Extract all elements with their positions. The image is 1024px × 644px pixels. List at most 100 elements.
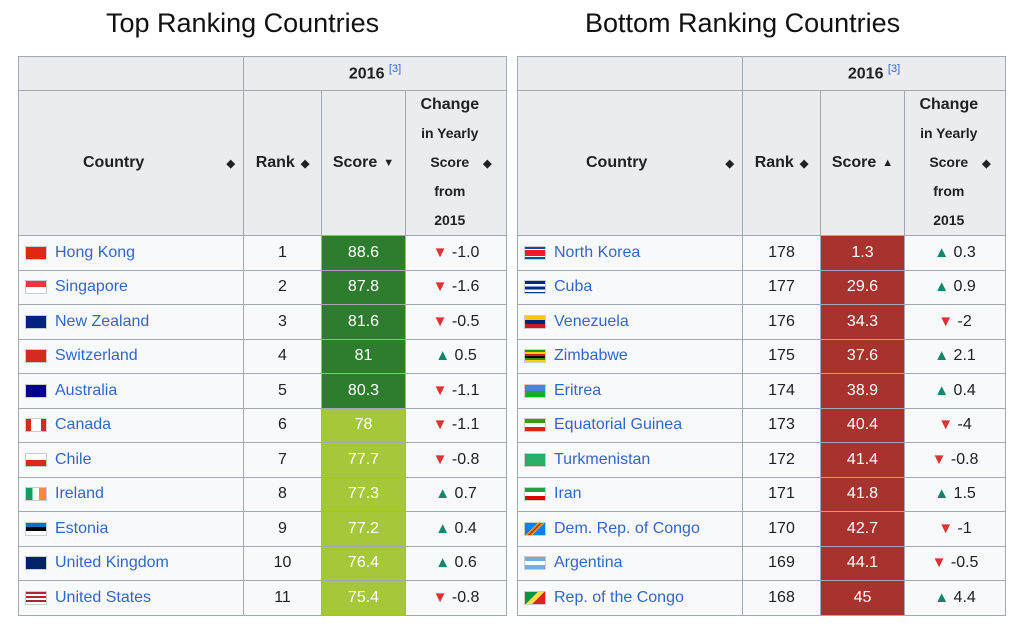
change-value: 2.1 xyxy=(953,347,976,365)
decrease-arrow-icon: ▼ xyxy=(432,588,448,606)
cd-flag-icon xyxy=(524,521,546,536)
country-link[interactable]: Argentina xyxy=(554,554,623,572)
score-cell: 75.4 xyxy=(321,580,406,616)
country-link[interactable]: North Korea xyxy=(554,243,641,261)
rank-cell: 176 xyxy=(742,304,821,340)
country-cell: Equatorial Guinea xyxy=(517,407,743,443)
column-header-score[interactable]: Score ▼ xyxy=(321,90,406,236)
column-header-country[interactable]: Country ◆ xyxy=(517,90,743,236)
ie-flag-icon xyxy=(25,487,47,502)
country-link[interactable]: Australia xyxy=(55,381,118,399)
sort-both-icon[interactable]: ◆ xyxy=(799,157,809,170)
change-value: 0.6 xyxy=(454,554,477,572)
country-cell: Venezuela xyxy=(517,304,743,340)
table-row: Equatorial Guinea 173 40.4 ▼ -4 xyxy=(517,407,1007,443)
change-cell: ▲ 0.6 xyxy=(404,545,508,581)
country-cell: North Korea xyxy=(517,235,743,271)
country-link[interactable]: Chile xyxy=(55,450,92,468)
column-header-score[interactable]: Score ▲ xyxy=(820,90,905,236)
country-link[interactable]: Iran xyxy=(554,485,582,503)
country-link[interactable]: Switzerland xyxy=(55,347,138,365)
table-row: Argentina 169 44.1 ▼ -0.5 xyxy=(517,545,1007,581)
score-cell: 37.6 xyxy=(820,338,905,374)
country-link[interactable]: Venezuela xyxy=(554,312,629,330)
country-link[interactable]: Dem. Rep. of Congo xyxy=(554,519,700,537)
decrease-arrow-icon: ▼ xyxy=(931,554,947,572)
sort-ascending-icon[interactable]: ▲ xyxy=(882,157,894,169)
column-header-change[interactable]: Change in Yearly Score from 2015 ◆ xyxy=(404,90,508,236)
country-cell: Estonia xyxy=(18,511,244,547)
cg-flag-icon xyxy=(524,590,546,605)
country-link[interactable]: Singapore xyxy=(55,278,128,296)
decrease-arrow-icon: ▼ xyxy=(938,312,954,330)
change-value: -0.5 xyxy=(950,554,979,572)
change-header-line5: 2015 xyxy=(933,212,965,228)
country-link[interactable]: Estonia xyxy=(55,519,109,537)
country-cell: Hong Kong xyxy=(18,235,244,271)
change-cell: ▲ 0.7 xyxy=(404,476,508,512)
sort-both-icon[interactable]: ◆ xyxy=(300,157,310,170)
change-cell: ▲ 1.5 xyxy=(903,476,1007,512)
change-header-line5: 2015 xyxy=(434,212,466,228)
column-header-change[interactable]: Change in Yearly Score from 2015 ◆ xyxy=(903,90,1007,236)
change-cell: ▼ -1.0 xyxy=(404,235,508,271)
rank-cell: 171 xyxy=(742,476,821,512)
sort-both-icon[interactable]: ◆ xyxy=(226,157,235,170)
sort-descending-icon[interactable]: ▼ xyxy=(383,157,395,169)
us-flag-icon xyxy=(25,590,47,605)
table-row: United States 11 75.4 ▼ -0.8 xyxy=(18,580,508,616)
change-value: 0.5 xyxy=(454,347,477,365)
au-flag-icon xyxy=(25,383,47,398)
ir-flag-icon xyxy=(524,487,546,502)
rank-cell: 168 xyxy=(742,580,821,616)
column-header-rank[interactable]: Rank ◆ xyxy=(742,90,821,236)
country-link[interactable]: Turkmenistan xyxy=(554,450,651,468)
country-link[interactable]: Eritrea xyxy=(554,381,602,399)
header-spacer xyxy=(18,56,244,91)
rank-cell: 169 xyxy=(742,545,821,581)
change-cell: ▼ -0.8 xyxy=(903,442,1007,478)
reference-link[interactable]: [3] xyxy=(388,63,402,76)
country-link[interactable]: Hong Kong xyxy=(55,243,136,261)
country-link[interactable]: Ireland xyxy=(55,485,104,503)
country-cell: Eritrea xyxy=(517,373,743,409)
country-link[interactable]: United States xyxy=(55,588,152,606)
country-link[interactable]: Cuba xyxy=(554,278,593,296)
decrease-arrow-icon: ▼ xyxy=(432,278,448,296)
change-header-line2: in Yearly xyxy=(421,125,479,141)
reference-link[interactable]: [3] xyxy=(887,63,901,76)
score-cell: 77.2 xyxy=(321,511,406,547)
table-row: Rep. of the Congo 168 45 ▲ 4.4 xyxy=(517,580,1007,616)
score-cell: 41.4 xyxy=(820,442,905,478)
country-link[interactable]: Canada xyxy=(55,416,112,434)
hk-flag-icon xyxy=(25,245,47,260)
decrease-arrow-icon: ▼ xyxy=(931,450,947,468)
change-value: 0.3 xyxy=(953,243,976,261)
year-header: 2016 [3] xyxy=(242,56,508,91)
country-link[interactable]: Zimbabwe xyxy=(554,347,628,365)
change-cell: ▲ 0.5 xyxy=(404,338,508,374)
column-header-rank[interactable]: Rank ◆ xyxy=(243,90,322,236)
change-cell: ▲ 2.1 xyxy=(903,338,1007,374)
country-link[interactable]: United Kingdom xyxy=(55,554,169,572)
change-value: 0.9 xyxy=(953,278,976,296)
column-header-country[interactable]: Country ◆ xyxy=(18,90,244,236)
table-row: Chile 7 77.7 ▼ -0.8 xyxy=(18,442,508,478)
sort-both-icon[interactable]: ◆ xyxy=(982,157,991,170)
country-link[interactable]: Equatorial Guinea xyxy=(554,416,683,434)
sort-both-icon[interactable]: ◆ xyxy=(483,157,492,170)
change-value: -0.8 xyxy=(950,450,979,468)
score-cell: 76.4 xyxy=(321,545,406,581)
country-cell: Turkmenistan xyxy=(517,442,743,478)
rank-cell: 172 xyxy=(742,442,821,478)
change-header-line2: in Yearly xyxy=(920,125,978,141)
score-cell: 81 xyxy=(321,338,406,374)
tm-flag-icon xyxy=(524,452,546,467)
sort-both-icon[interactable]: ◆ xyxy=(725,157,734,170)
increase-arrow-icon: ▲ xyxy=(934,485,950,503)
increase-arrow-icon: ▲ xyxy=(435,485,451,503)
change-header-line4: from xyxy=(434,183,466,199)
country-link[interactable]: Rep. of the Congo xyxy=(554,588,684,606)
country-cell: Switzerland xyxy=(18,338,244,374)
country-link[interactable]: New Zealand xyxy=(55,312,150,330)
